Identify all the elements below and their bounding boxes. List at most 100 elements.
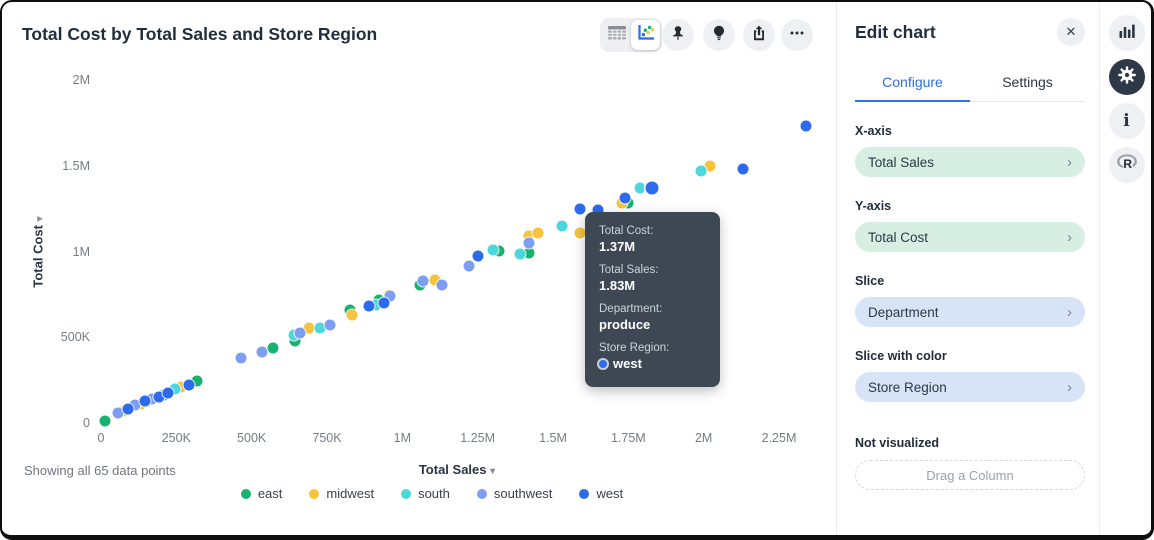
svg-text:R: R bbox=[1123, 157, 1132, 171]
close-button[interactable]: ✕ bbox=[1057, 18, 1085, 46]
data-point-south[interactable] bbox=[314, 322, 326, 334]
data-point-south[interactable] bbox=[556, 220, 568, 232]
data-point-south[interactable] bbox=[487, 244, 499, 256]
legend-item-south[interactable]: south bbox=[401, 486, 450, 501]
data-point-east[interactable] bbox=[289, 335, 301, 347]
data-point-west[interactable] bbox=[619, 192, 631, 204]
data-point-east[interactable] bbox=[523, 247, 535, 259]
legend-swatch-south bbox=[401, 488, 412, 499]
data-point-west[interactable] bbox=[592, 204, 604, 216]
bar-chart-icon bbox=[1118, 22, 1136, 45]
chevron-down-icon: ▾ bbox=[34, 216, 46, 222]
data-point-south[interactable] bbox=[370, 299, 382, 311]
data-point-midwest[interactable] bbox=[704, 160, 716, 172]
data-point-east[interactable] bbox=[493, 245, 505, 257]
data-point-south[interactable] bbox=[288, 329, 300, 341]
data-point-south[interactable] bbox=[634, 182, 646, 194]
tab-settings[interactable]: Settings bbox=[1002, 74, 1053, 90]
slice-field[interactable]: Department › bbox=[855, 297, 1085, 327]
data-point-west[interactable] bbox=[574, 203, 586, 215]
x-axis-field[interactable]: Total Sales › bbox=[855, 147, 1085, 177]
slice-color-field[interactable]: Store Region › bbox=[855, 372, 1085, 402]
data-point-south[interactable] bbox=[695, 165, 707, 177]
slice-color-field-value: Store Region bbox=[868, 379, 947, 395]
data-point-southwest[interactable] bbox=[294, 327, 306, 339]
tooltip-region-value: west bbox=[613, 356, 642, 371]
info-icon: i bbox=[1123, 111, 1130, 131]
data-point-southwest[interactable] bbox=[463, 260, 475, 272]
data-point-midwest[interactable] bbox=[574, 227, 586, 239]
data-point-west[interactable] bbox=[153, 391, 165, 403]
legend-swatch-midwest bbox=[309, 488, 320, 499]
data-point-east[interactable] bbox=[191, 375, 203, 387]
x-axis-field-value: Total Sales bbox=[868, 154, 935, 170]
data-point-southwest[interactable] bbox=[523, 237, 535, 249]
data-point-east[interactable] bbox=[267, 342, 279, 354]
x-tick-label: 1.75M bbox=[610, 431, 646, 445]
x-tick-label: 250K bbox=[161, 431, 191, 445]
data-point-west[interactable] bbox=[800, 120, 812, 132]
scatter-view-button[interactable] bbox=[631, 20, 660, 50]
info-button[interactable]: i bbox=[1108, 103, 1145, 139]
legend-item-southwest[interactable]: southwest bbox=[476, 486, 553, 501]
data-point-midwest[interactable] bbox=[346, 309, 358, 321]
legend-item-midwest[interactable]: midwest bbox=[309, 486, 374, 501]
data-point-west[interactable] bbox=[363, 300, 375, 312]
data-point-midwest[interactable] bbox=[175, 381, 187, 393]
edit-chart-button[interactable] bbox=[1108, 59, 1145, 95]
r-code-button[interactable]: R bbox=[1108, 147, 1145, 183]
status-text: Showing all 65 data points bbox=[24, 463, 176, 478]
data-point-southwest[interactable] bbox=[129, 399, 141, 411]
data-point-east[interactable] bbox=[622, 197, 634, 209]
insights-button[interactable] bbox=[703, 19, 735, 51]
tooltip-label: Total Sales: bbox=[599, 264, 659, 276]
legend-item-west[interactable]: west bbox=[579, 486, 623, 501]
data-point-southwest[interactable] bbox=[256, 346, 268, 358]
r-logo-icon: R bbox=[1116, 153, 1138, 177]
x-axis-label[interactable]: Total Sales ▾ bbox=[418, 462, 496, 477]
legend-label: east bbox=[257, 486, 283, 501]
data-point-west[interactable] bbox=[139, 395, 151, 407]
data-point-midwest[interactable] bbox=[429, 274, 441, 286]
table-view-button[interactable] bbox=[602, 20, 631, 50]
data-point-west[interactable] bbox=[645, 181, 659, 195]
tooltip-value: produce bbox=[599, 317, 651, 332]
data-point-southwest[interactable] bbox=[146, 393, 158, 405]
data-point-midwest[interactable] bbox=[616, 197, 628, 209]
legend-swatch-west bbox=[579, 488, 590, 499]
pin-button[interactable] bbox=[662, 19, 694, 51]
data-point-southwest[interactable] bbox=[235, 352, 247, 364]
data-point-southwest[interactable] bbox=[112, 407, 124, 419]
data-point-southwest[interactable] bbox=[436, 279, 447, 291]
y-tick-label: 2M bbox=[72, 73, 90, 87]
data-point-west[interactable] bbox=[122, 403, 134, 415]
chart-type-button[interactable] bbox=[1108, 15, 1145, 51]
chevron-right-icon: › bbox=[1067, 153, 1072, 171]
data-point-east[interactable] bbox=[99, 415, 111, 427]
data-point-midwest[interactable] bbox=[523, 230, 535, 242]
data-point-west[interactable] bbox=[162, 387, 174, 399]
data-point-southwest[interactable] bbox=[384, 290, 396, 302]
y-axis-field-value: Total Cost bbox=[868, 229, 929, 245]
data-point-west[interactable] bbox=[378, 297, 390, 309]
data-point-southwest[interactable] bbox=[324, 319, 336, 331]
legend-label: southwest bbox=[493, 486, 553, 501]
share-button[interactable] bbox=[743, 19, 775, 51]
data-point-midwest[interactable] bbox=[532, 227, 544, 239]
x-tick-label: 1.25M bbox=[460, 431, 496, 445]
data-point-west[interactable] bbox=[183, 379, 195, 391]
data-point-southwest[interactable] bbox=[417, 275, 429, 287]
data-point-south[interactable] bbox=[514, 248, 526, 260]
tab-configure[interactable]: Configure bbox=[855, 74, 970, 102]
data-point-west[interactable] bbox=[472, 250, 484, 262]
data-point-west[interactable] bbox=[737, 163, 749, 175]
chevron-right-icon: › bbox=[1067, 228, 1072, 246]
data-point-midwest[interactable] bbox=[303, 322, 315, 334]
drag-column-dropzone[interactable]: Drag a Column bbox=[855, 460, 1085, 490]
legend-item-east[interactable]: east bbox=[240, 486, 283, 501]
y-axis-field[interactable]: Total Cost › bbox=[855, 222, 1085, 252]
slice-field-value: Department bbox=[868, 304, 939, 320]
more-button[interactable] bbox=[781, 19, 813, 51]
data-point-south[interactable] bbox=[169, 383, 181, 395]
